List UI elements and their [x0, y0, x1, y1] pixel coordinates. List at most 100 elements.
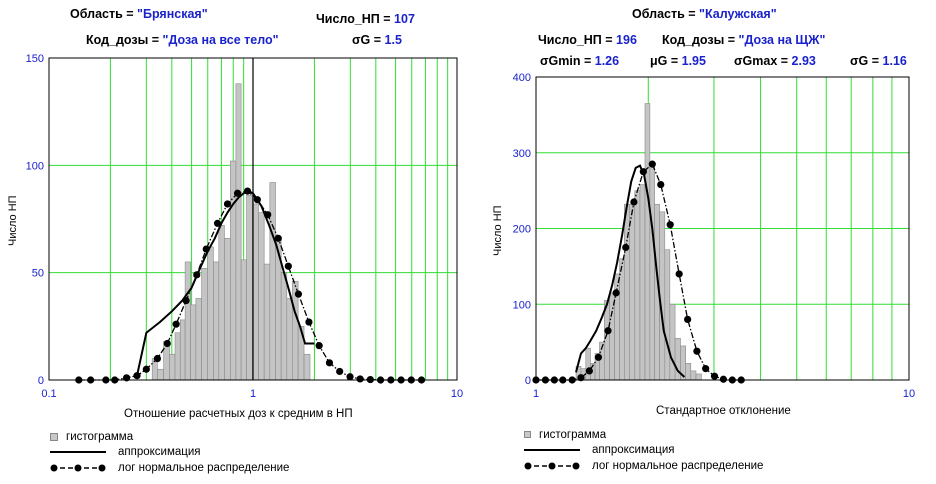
lognormal-point [666, 221, 674, 229]
plot-frame [535, 76, 910, 381]
histogram-bar [280, 272, 288, 381]
lognormal-point [702, 365, 710, 373]
y-tick-label: 200 [513, 224, 531, 236]
histogram-bar [207, 246, 214, 381]
histogram-bar [224, 238, 231, 381]
histogram-bar [169, 353, 176, 381]
chart-bryansk: Область = "Брянская" Число_НП = 107 Код_… [7, 7, 463, 474]
lognormal-point [710, 372, 719, 380]
header-region: Область = "Калужская" [632, 7, 777, 21]
x-tick-label: 10 [903, 388, 915, 400]
header-region: Область = "Брянская" [70, 7, 208, 21]
lognormal-point [253, 196, 261, 204]
histogram-bar [195, 298, 202, 381]
lognormal-point [594, 353, 603, 361]
histogram-bar [624, 203, 630, 381]
y-axis-label: Число НП [7, 195, 19, 246]
histogram-bar [629, 203, 636, 381]
histogram-bar [201, 268, 208, 381]
lognormal-point [315, 342, 323, 350]
histogram-bar [669, 303, 676, 381]
lognormal-point [604, 327, 612, 335]
legend-lognormal: лог нормальное распределение [524, 460, 763, 472]
histogram-bar [258, 212, 265, 381]
lognormal-point [163, 339, 171, 348]
histogram-bar [664, 249, 671, 381]
lognormal-point [346, 373, 354, 381]
lognormal-point [182, 296, 190, 305]
legend-histogram: гистограмма [524, 429, 606, 441]
histogram-bar [585, 347, 591, 381]
legend-approximation-label: аппроксимация [592, 444, 675, 456]
lognormal-point [213, 219, 222, 227]
lognormal-point [133, 372, 141, 380]
solid-line-legend-icon [50, 450, 106, 453]
x-axis-label: Стандартное отклонение [656, 405, 791, 417]
histogram-bar [240, 259, 247, 381]
histogram-bar [690, 370, 697, 381]
histogram-bar [235, 83, 242, 381]
lognormal-point [202, 245, 210, 253]
histogram-legend-icon [50, 432, 58, 441]
y-tick-label: 0 [525, 375, 531, 387]
lognormal-point [274, 234, 282, 242]
histogram-bar [695, 373, 702, 381]
histogram-bar [218, 225, 225, 381]
histogram-bar [619, 258, 625, 381]
histogram-bar [184, 261, 191, 381]
x-axis-label: Отношение расчетных доз к средним в НП [124, 408, 353, 420]
header-sgmin: σGmin = 1.26 [540, 54, 620, 68]
header-dose: Код_дозы = "Доза на все тело" [86, 33, 279, 47]
approximation-line [136, 189, 315, 376]
legend-approximation: аппроксимация [524, 444, 675, 456]
y-tick-label: 100 [513, 299, 531, 311]
histogram-bar [644, 103, 651, 381]
y-tick-label: 100 [26, 160, 44, 172]
legend-histogram: гистограмма [50, 431, 133, 443]
lognormal-point [693, 347, 701, 355]
lognormal-point [657, 180, 665, 189]
lognormal-point [622, 243, 630, 252]
header-mu: μG = 1.95 [650, 54, 706, 68]
legend-histogram-label: гистограмма [539, 429, 607, 441]
legend-lognormal: лог нормальное распределение [50, 462, 289, 474]
lognormal-point [142, 365, 150, 373]
histogram-bar [649, 163, 655, 381]
histogram-legend-icon [524, 431, 531, 439]
approximation-line [575, 164, 686, 378]
legend-approximation-label: аппроксимация [118, 446, 201, 458]
header-dose: Код_дозы = "Доза на ЩЖ" [662, 33, 826, 47]
lognormal-point [325, 359, 334, 367]
lognormal-point [223, 200, 232, 208]
header-count: Число_НП = 196 [538, 33, 637, 47]
lognormal-point [719, 375, 728, 383]
lognormal-point [675, 270, 683, 278]
y-tick-label: 0 [38, 375, 44, 387]
header-sgmax: σGmax = 2.93 [734, 54, 816, 68]
x-tick-label: 1 [250, 388, 256, 400]
lognormal-point [153, 354, 162, 363]
y-axis-label: Число НП [492, 205, 504, 256]
histogram-bar [634, 190, 641, 381]
y-tick-label: 300 [513, 148, 531, 160]
lognormal-point [243, 187, 252, 195]
histogram-bar [269, 182, 276, 381]
lognormal-point [612, 289, 620, 297]
lognormal-point [684, 315, 692, 323]
lognormal-point [648, 160, 656, 168]
lognormal-point [264, 211, 272, 219]
histogram-bar [303, 353, 311, 381]
lognormal-point [630, 198, 638, 206]
solid-line-legend-icon [524, 448, 580, 451]
legend-approximation: аппроксимация [50, 446, 201, 458]
chart-kaluga: Область = "Калужская" Число_НП = 196 Код… [468, 0, 936, 484]
lognormal-point [356, 375, 364, 383]
x-tick-label: 10 [451, 388, 463, 400]
histogram-bar [685, 363, 692, 381]
histogram-bar [609, 292, 615, 381]
header-count: Число_НП = 107 [316, 12, 415, 26]
lognormal-point [172, 320, 180, 328]
histogram-bar [179, 319, 186, 381]
lognormal-point [639, 168, 647, 176]
histogram-bar [213, 261, 220, 381]
